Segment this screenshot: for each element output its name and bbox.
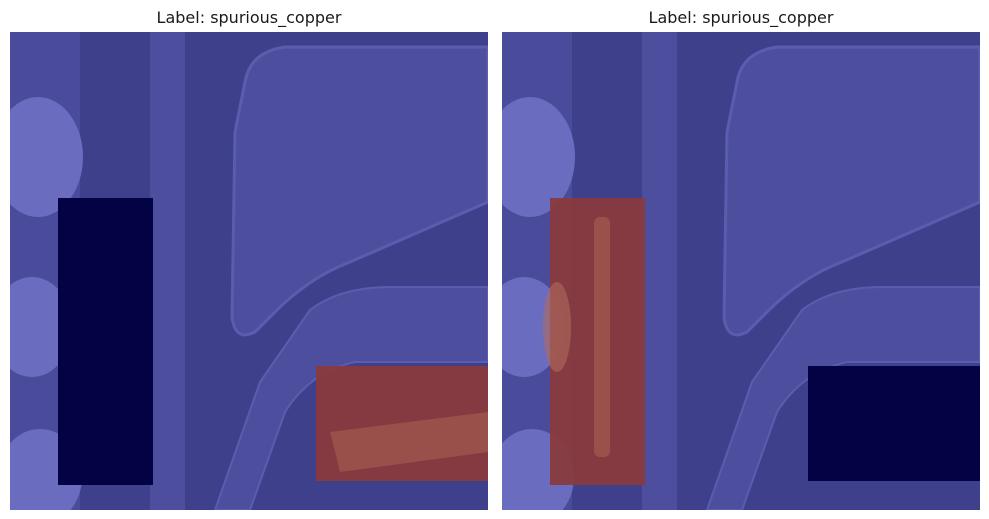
left-panel-image bbox=[10, 32, 488, 510]
pad-middle bbox=[10, 277, 72, 377]
right-panel-title: Label: spurious_copper bbox=[648, 8, 834, 27]
diagonal-trace bbox=[705, 286, 980, 510]
copper-region-top bbox=[722, 45, 980, 337]
left-pcb-overlay bbox=[10, 32, 488, 510]
red-region-highlight bbox=[330, 412, 488, 472]
pad-top bbox=[10, 97, 83, 217]
right-pcb-overlay bbox=[502, 32, 980, 510]
mask-dark-region bbox=[58, 198, 153, 485]
copper-region-top bbox=[230, 45, 488, 337]
left-panel-title: Label: spurious_copper bbox=[156, 8, 342, 27]
right-panel-image bbox=[502, 32, 980, 510]
mask-dark-region bbox=[808, 366, 980, 481]
vertical-trace bbox=[150, 32, 185, 510]
channel bbox=[677, 32, 752, 510]
red-region-highlight bbox=[594, 217, 610, 457]
channel bbox=[185, 32, 260, 510]
diagonal-trace bbox=[213, 286, 488, 510]
vertical-trace bbox=[642, 32, 677, 510]
red-pad-tint bbox=[543, 282, 571, 372]
pad-top bbox=[502, 97, 575, 217]
